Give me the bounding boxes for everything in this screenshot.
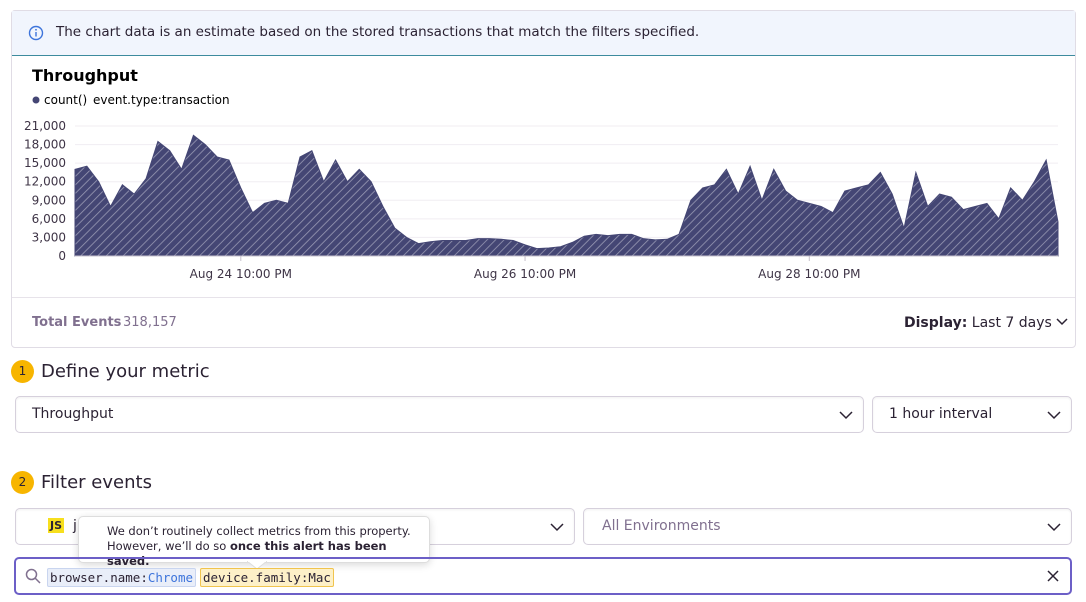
step-title: Filter events [41,472,152,493]
search-tokens: browser.name:Chrome device.family:Mac [47,567,334,587]
y-tick-label: 3,000 [32,230,66,244]
chevron [550,523,564,532]
y-tick-label: 15,000 [24,156,66,170]
token-key: device.family [203,570,301,585]
info-banner: The chart data is an estimate based on t… [12,11,1075,56]
x-tick-label: Aug 24 10:00 PM [190,267,292,281]
divider [12,297,1075,298]
display-label: Display: [904,315,968,331]
chart-title: Throughput [32,66,138,85]
clear-button[interactable] [1047,570,1059,582]
tooltip-text: However, we’ll do so [107,539,230,553]
y-tick-label: 0 [58,249,66,263]
area [74,134,1059,257]
chart-subtitle: event.type:transaction [93,93,230,107]
project-badge: JS [48,518,65,533]
chart: Throughput count() event.type:transactio… [24,66,1059,281]
legend-marker [32,96,40,104]
display-dropdown[interactable]: Display: Last 7 days [904,315,1068,331]
total-value: 318,157 [123,315,177,330]
total-label: Total Events [32,315,122,330]
token-key: browser.name [50,570,141,585]
chevron [1056,318,1068,326]
tooltip-line: However, we’ll do so once this alert has… [79,539,429,569]
tooltip-line: We don’t routinely collect metrics from … [107,524,411,538]
info-icon [28,25,44,41]
tooltip: We don’t routinely collect metrics from … [78,516,430,570]
step-number: 1 [11,360,34,383]
select-value: j [73,518,77,534]
search-token[interactable]: device.family:Mac [200,568,334,587]
token-value: Chrome [147,570,193,585]
metric-select[interactable]: Throughput [15,396,864,433]
search-bar[interactable]: browser.name:Chrome device.family:Mac [14,557,1072,595]
select-value: All Environments [602,518,721,534]
y-tick-label: 9,000 [32,193,66,207]
chevron [1047,523,1061,532]
chevron [1047,411,1061,420]
select-value: 1 hour interval [889,406,993,422]
step-title: Define your metric [41,361,210,382]
chart-card [11,10,1076,348]
x-tick-label: Aug 26 10:00 PM [474,267,576,281]
display-value: Last 7 days [971,315,1052,331]
token-sep: : [140,570,148,585]
y-tick-label: 6,000 [32,212,66,226]
step-number: 2 [11,471,34,494]
notice-text: The chart data is an estimate based on t… [56,24,700,40]
y-tick-label: 12,000 [24,175,66,189]
select-value: Throughput [32,406,114,422]
x-tick-label: Aug 28 10:00 PM [758,267,860,281]
token-sep: : [300,570,309,585]
token-value: Mac [308,570,331,585]
legend-label: count() [44,93,87,107]
search-icon [25,568,41,584]
y-tick-label: 21,000 [24,119,66,133]
chevron [839,411,853,420]
y-tick-label: 18,000 [24,138,66,152]
environment-select[interactable]: All Environments [583,508,1072,545]
interval-select[interactable]: 1 hour interval [872,396,1072,433]
search-token[interactable]: browser.name:Chrome [47,568,196,587]
